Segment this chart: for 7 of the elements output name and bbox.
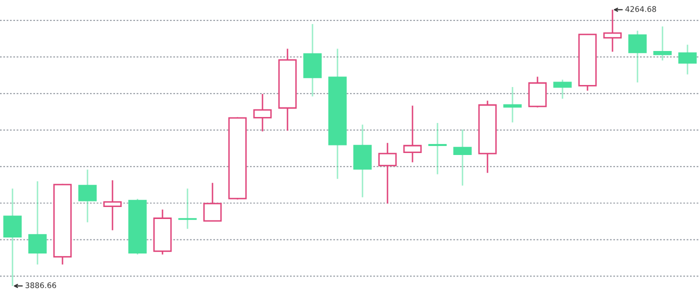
candlestick (378, 142, 397, 204)
candlestick (603, 9, 622, 52)
candlestick (403, 104, 422, 163)
candlestick (528, 76, 547, 108)
candlestick (103, 180, 122, 231)
candlestick (253, 93, 272, 132)
candlestick (203, 182, 222, 222)
